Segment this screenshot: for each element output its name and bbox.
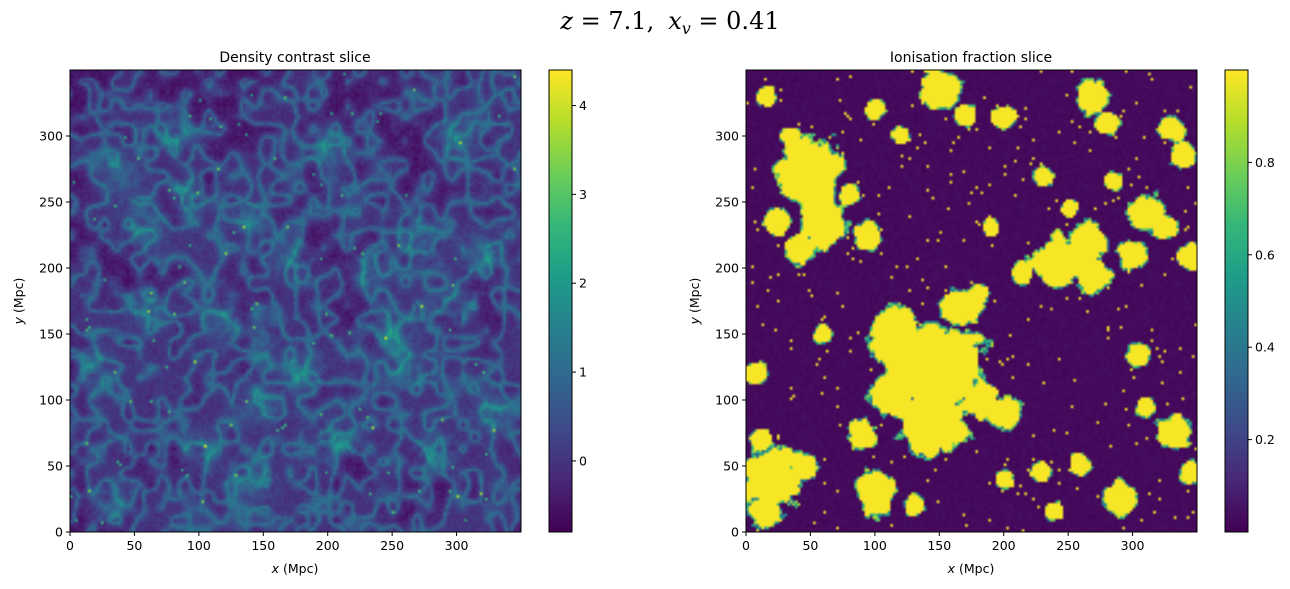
density-y-tick-label: 300 [39, 129, 63, 144]
figure-suptitle: z = 7.1, xv = 0.41 [559, 7, 779, 38]
density-x-tick-label: 0 [66, 538, 74, 553]
density-colorbar-image [549, 70, 572, 532]
density-x-tick-label: 250 [380, 538, 404, 553]
density-y-tick-label: 250 [39, 195, 63, 210]
ionisation-y-tick-label: 50 [723, 459, 739, 474]
ionisation-x-tick-label: 300 [1121, 538, 1145, 553]
ionisation-x-tick-label: 100 [863, 538, 887, 553]
density-heatmap-image [70, 70, 521, 532]
ionisation-x-axis-label: x (Mpc) [947, 561, 995, 576]
suptitle-x-symbol: x [668, 7, 682, 35]
density-axes-frame [69, 69, 522, 533]
ionisation-x-tick-label: 150 [927, 538, 951, 553]
density-colorbar-tick-label: 2 [579, 276, 587, 291]
ionisation-colorbar-tick-label: 0.6 [1255, 247, 1275, 262]
density-colorbar-tick-label: 4 [579, 98, 587, 113]
ionisation-panel: Ionisation fraction slice 0 50 100 150 200 25… [687, 50, 1275, 576]
density-x-tick-label: 150 [251, 538, 275, 553]
ionisation-axis-ticks: 0 50 100 150 200 250 300 0 50 100 150 200 250 300 [715, 129, 1144, 554]
ionisation-colorbar-ticks: 0.2 0.4 0.6 0.8 [1248, 155, 1275, 447]
ionisation-y-tick-label: 300 [715, 129, 739, 144]
ionisation-x-tick-label: 0 [742, 538, 750, 553]
density-colorbar-tick-label: 0 [579, 453, 587, 468]
density-x-tick-label: 100 [187, 538, 211, 553]
density-x-tick-label: 300 [445, 538, 469, 553]
density-x-tick-label: 50 [126, 538, 142, 553]
ionisation-x-tick-label: 250 [1056, 538, 1080, 553]
ionisation-colorbar-tick-label: 0.8 [1255, 155, 1275, 170]
density-colorbar-frame [548, 69, 573, 533]
density-panel: Density contrast slice 0 50 100 150 200 250 30… [11, 50, 587, 576]
density-plot-title: Density contrast slice [219, 50, 370, 66]
ionisation-axes-frame [745, 69, 1198, 533]
ionisation-x-tick-label: 200 [992, 538, 1016, 553]
suptitle-x-subscript: v [682, 19, 691, 38]
ionisation-plot-title: Ionisation fraction slice [890, 50, 1052, 66]
density-colorbar-tick-label: 1 [579, 365, 587, 380]
ionisation-colorbar-image [1225, 70, 1248, 532]
density-x-axis-label: x (Mpc) [271, 561, 319, 576]
ionisation-y-tick-label: 250 [715, 195, 739, 210]
suptitle-z-symbol: z [559, 7, 573, 35]
ionisation-y-tick-label: 100 [715, 393, 739, 408]
ionisation-x-tick-label: 50 [802, 538, 818, 553]
ionisation-y-axis-label: y (Mpc) [687, 278, 702, 326]
density-axis-ticks: 0 50 100 150 200 250 300 0 50 100 150 200 250 300 [39, 129, 468, 554]
ionisation-colorbar-tick-label: 0.2 [1255, 432, 1275, 447]
density-y-tick-label: 50 [47, 459, 63, 474]
ionisation-y-tick-label: 0 [731, 525, 739, 540]
density-x-tick-label: 200 [316, 538, 340, 553]
density-colorbar-ticks: 0 1 2 3 4 [572, 98, 587, 468]
density-y-tick-label: 100 [39, 393, 63, 408]
density-colorbar-tick-label: 3 [579, 187, 587, 202]
density-y-tick-label: 0 [55, 525, 63, 540]
suptitle-z-value: = 7.1, [573, 7, 654, 35]
density-y-axis-label: y (Mpc) [11, 278, 26, 326]
ionisation-colorbar-frame [1224, 69, 1249, 533]
density-y-tick-label: 150 [39, 327, 63, 342]
density-y-tick-label: 200 [39, 261, 63, 276]
ionisation-colorbar-tick-label: 0.4 [1255, 340, 1275, 355]
ionisation-y-tick-label: 150 [715, 327, 739, 342]
ionisation-heatmap-image [746, 70, 1197, 532]
ionisation-y-tick-label: 200 [715, 261, 739, 276]
suptitle-x-value: = 0.41 [691, 7, 780, 35]
